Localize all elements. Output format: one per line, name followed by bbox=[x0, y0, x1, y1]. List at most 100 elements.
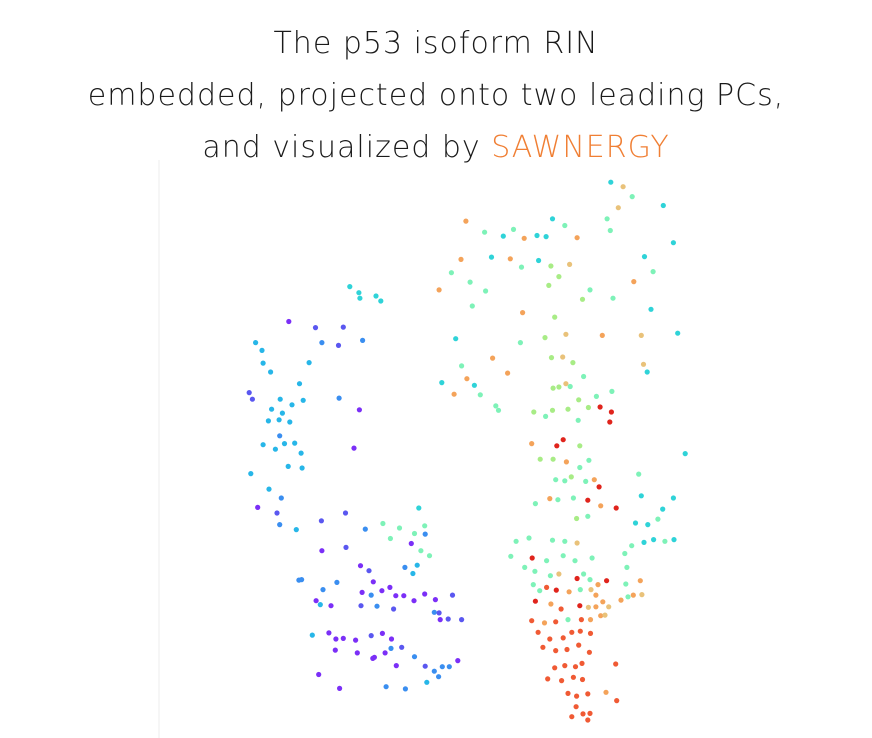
scatter-point bbox=[292, 440, 298, 446]
scatter-point bbox=[542, 335, 548, 341]
scatter-point bbox=[493, 403, 499, 409]
scatter-point bbox=[655, 516, 661, 522]
scatter-point bbox=[488, 254, 495, 260]
scatter-point bbox=[411, 654, 418, 660]
scatter-point bbox=[554, 443, 560, 449]
scatter-point bbox=[623, 581, 629, 587]
scatter-point bbox=[548, 263, 554, 269]
scatter-point bbox=[368, 633, 374, 639]
scatter-point bbox=[532, 568, 538, 574]
scatter-point bbox=[353, 637, 359, 643]
scatter-point bbox=[574, 693, 580, 699]
scatter-point bbox=[573, 704, 579, 710]
scatter-point bbox=[399, 644, 405, 650]
scatter-point bbox=[371, 654, 377, 660]
scatter-point bbox=[587, 710, 593, 717]
scatter-point bbox=[408, 540, 414, 547]
scatter-point bbox=[560, 553, 566, 559]
scatter-point bbox=[671, 537, 677, 543]
scatter-point bbox=[463, 218, 469, 224]
scatter-point bbox=[453, 336, 459, 342]
scatter-point bbox=[597, 404, 603, 410]
scatter-point bbox=[560, 354, 566, 360]
scatter-point bbox=[424, 679, 430, 685]
scatter-point bbox=[458, 256, 464, 262]
scatter-point bbox=[357, 295, 363, 301]
scatter-point bbox=[477, 392, 483, 398]
scatter-point bbox=[347, 284, 353, 290]
scatter-point bbox=[629, 194, 635, 200]
scatter-point bbox=[333, 636, 339, 642]
scatter-point bbox=[587, 287, 593, 293]
scatter-point bbox=[640, 361, 647, 367]
scatter-point bbox=[467, 279, 473, 285]
scatter-point bbox=[641, 254, 648, 260]
scatter-point bbox=[431, 609, 437, 615]
scatter-point bbox=[299, 465, 305, 471]
scatter-point bbox=[268, 369, 274, 375]
scatter-point bbox=[602, 612, 608, 618]
scatter-point bbox=[537, 456, 543, 462]
scatter-point bbox=[374, 603, 380, 609]
scatter-point bbox=[387, 584, 393, 591]
scatter-point bbox=[567, 383, 573, 390]
scatter-point bbox=[547, 496, 553, 502]
scatter-point bbox=[599, 332, 605, 338]
scatter-point bbox=[564, 646, 570, 653]
scatter-point bbox=[402, 564, 408, 571]
scatter-point bbox=[312, 325, 319, 331]
scatter-point bbox=[574, 235, 580, 241]
scatter-point bbox=[586, 457, 592, 463]
scatter-point bbox=[289, 402, 295, 408]
scatter-point bbox=[553, 477, 559, 483]
scatter-point bbox=[432, 597, 438, 603]
scatter-point bbox=[357, 563, 364, 569]
scatter-point bbox=[585, 404, 592, 411]
scatter-point bbox=[587, 577, 593, 583]
scatter-point bbox=[547, 636, 553, 642]
scatter-point bbox=[255, 504, 261, 510]
scatter-point bbox=[246, 390, 252, 396]
scatter-point bbox=[249, 396, 255, 402]
scatter-point bbox=[439, 664, 445, 670]
scatter-point bbox=[437, 617, 443, 623]
scatter-point bbox=[585, 513, 591, 519]
scatter-point bbox=[606, 604, 612, 610]
scatter-point bbox=[638, 332, 644, 338]
scatter-point bbox=[587, 617, 594, 623]
scatter-point bbox=[518, 264, 525, 270]
scatter-point bbox=[313, 598, 319, 604]
scatter-point bbox=[276, 417, 282, 423]
scatter-point bbox=[578, 617, 585, 623]
title-line-1: The p53 isoform RIN bbox=[273, 26, 599, 61]
scatter-point bbox=[269, 406, 275, 412]
scatter-point bbox=[278, 495, 284, 501]
scatter-point bbox=[379, 588, 385, 594]
scatter-point bbox=[562, 538, 568, 544]
scatter-point bbox=[549, 407, 556, 413]
scatter-point bbox=[387, 535, 393, 542]
scatter-point bbox=[596, 484, 602, 490]
scatter-point bbox=[670, 240, 677, 246]
scatter-point bbox=[318, 518, 324, 524]
scatter-point bbox=[422, 591, 428, 597]
scatter-point bbox=[396, 525, 403, 531]
scatter-point bbox=[414, 562, 420, 568]
scatter-point bbox=[260, 360, 266, 366]
scatter-point bbox=[469, 303, 475, 309]
scatter-point bbox=[577, 587, 583, 593]
scatter-point bbox=[568, 474, 574, 480]
scatter-point bbox=[641, 539, 647, 546]
scatter-point bbox=[281, 441, 288, 447]
scatter-point bbox=[445, 616, 451, 622]
scatter-point bbox=[558, 606, 564, 612]
scatter-point bbox=[593, 604, 599, 610]
scatter-point bbox=[306, 360, 312, 366]
scatter-point bbox=[572, 558, 578, 564]
scatter-point bbox=[660, 506, 666, 512]
scatter-point bbox=[577, 464, 583, 471]
scatter-point bbox=[368, 592, 374, 598]
scatter-point bbox=[455, 658, 461, 664]
scatter-point bbox=[556, 571, 562, 577]
scatter-point bbox=[536, 257, 542, 264]
